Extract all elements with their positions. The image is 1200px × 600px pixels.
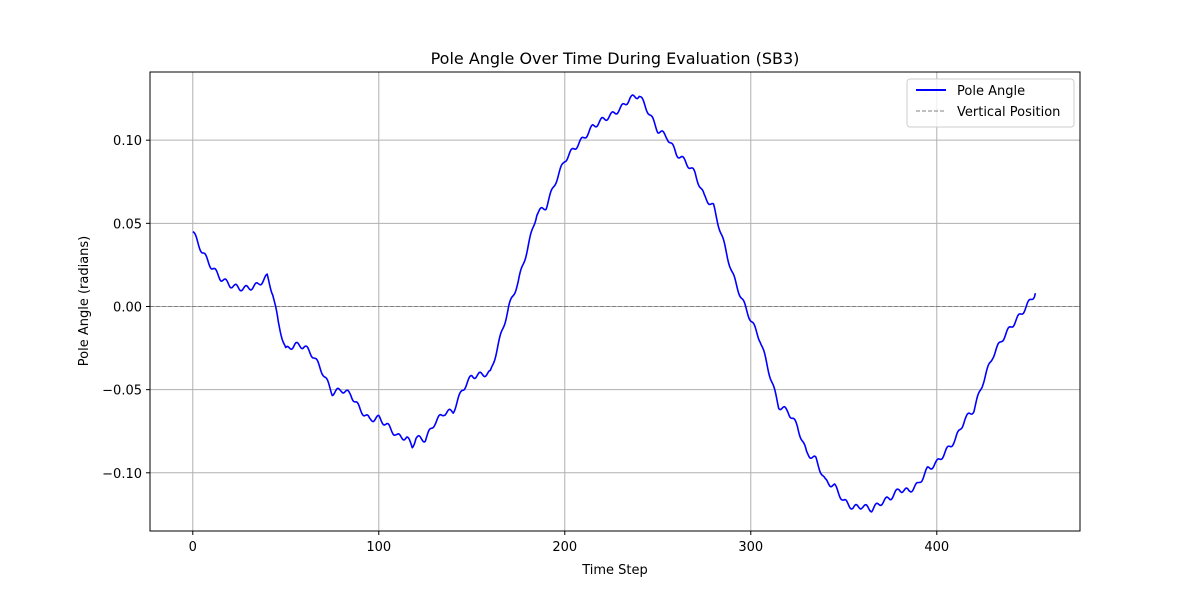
x-tick-label: 100 [366, 540, 391, 555]
legend-box [906, 78, 1075, 128]
x-axis-label: Time Step [581, 563, 648, 578]
y-tick-label: 0.05 [113, 217, 142, 232]
legend: Pole Angle Vertical Position [906, 78, 1075, 128]
series-layer [192, 94, 1037, 513]
x-tick-label: 0 [189, 540, 197, 555]
y-tick-label: −0.05 [102, 384, 142, 399]
x-tick-label: 200 [552, 540, 577, 555]
x-tick-label: 300 [738, 540, 763, 555]
grid [150, 72, 1080, 531]
legend-label-vertical-position: Vertical Position [957, 105, 1060, 120]
tick-layer: 0 100 200 300 400 −0.10 −0.05 0.00 0.05 0.10 [102, 134, 949, 555]
x-tick-label: 400 [924, 540, 949, 555]
y-tick-label: 0.10 [113, 134, 142, 149]
y-tick-label: −0.10 [102, 467, 142, 482]
y-axis-label: Pole Angle (radians) [77, 236, 92, 367]
y-tick-label: 0.00 [113, 300, 142, 315]
pole-angle-line [192, 94, 1037, 513]
chart-title: Pole Angle Over Time During Evaluation (… [431, 49, 800, 68]
legend-label-pole-angle: Pole Angle [957, 84, 1025, 99]
plot-frame [149, 71, 1081, 532]
